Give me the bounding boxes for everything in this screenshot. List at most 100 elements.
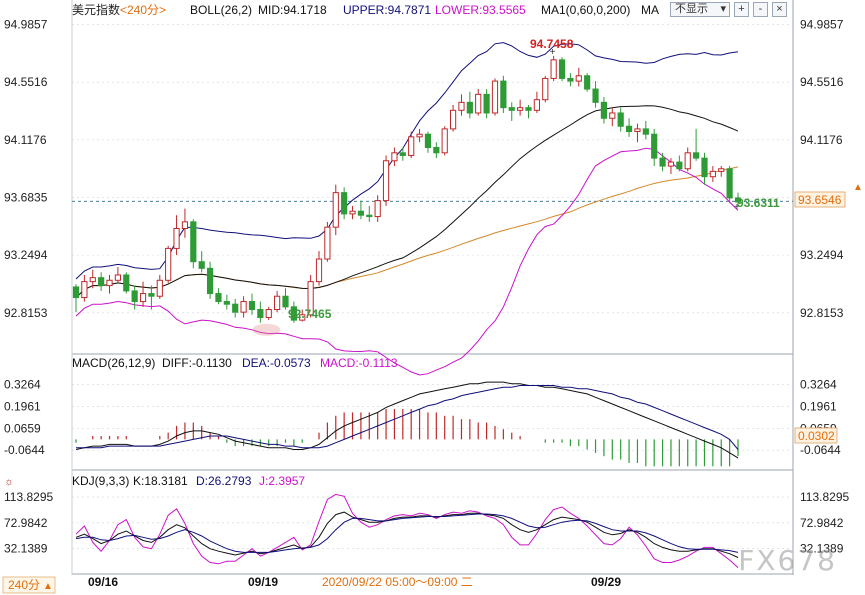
candle <box>416 128 423 143</box>
candle <box>89 269 96 289</box>
candle-body <box>374 200 381 218</box>
diff-line <box>75 381 739 459</box>
zoom-in-button[interactable]: + <box>734 2 749 17</box>
candle-body <box>248 301 256 311</box>
candle <box>466 91 473 119</box>
candle-body <box>123 274 130 292</box>
zoom-out-button[interactable]: - <box>753 2 768 17</box>
candle-body <box>625 125 633 133</box>
candle-body <box>391 152 398 162</box>
candle-body <box>542 77 549 101</box>
period-tag[interactable]: <240分> <box>120 3 166 17</box>
candle <box>709 166 716 183</box>
dea-line <box>76 385 739 450</box>
candle <box>441 126 448 156</box>
price-tick-right: 94.5516 <box>800 75 844 89</box>
macd-tick-right: 0.3264 <box>800 377 837 391</box>
candle-body <box>734 197 742 203</box>
candle <box>324 221 331 262</box>
main-header: 美元指数 <240分> BOLL(26,2) MID:94.1718 UPPER… <box>72 2 659 17</box>
candle <box>148 285 155 310</box>
candle-body <box>89 277 96 283</box>
candle-body <box>550 59 557 79</box>
boll-lower: LOWER:93.5565 <box>435 3 526 17</box>
period-arrow-icon[interactable]: ▲ <box>43 581 53 592</box>
candle <box>206 261 214 299</box>
candle <box>517 99 524 116</box>
candle-body <box>382 160 390 202</box>
candle <box>341 187 348 220</box>
candle <box>282 288 289 310</box>
annotations: 94.7458 92.7465 93.6311 93.6546 ▲ 0.0302 <box>288 37 863 444</box>
period-button[interactable] <box>2 576 56 594</box>
candle <box>399 147 406 161</box>
candle-body <box>449 109 457 130</box>
candle-body <box>726 168 733 199</box>
ma-label: MA1(0,60,0,200) <box>541 3 630 17</box>
candle <box>542 75 549 103</box>
macd-dea: DEA:-0.0573 <box>242 356 311 370</box>
candle <box>676 155 683 172</box>
candle <box>475 89 482 116</box>
kdj-tick-left: 72.9842 <box>4 516 48 530</box>
close-button[interactable]: × <box>772 2 787 17</box>
candle <box>156 274 163 299</box>
price-tick-left: 93.6835 <box>4 190 48 204</box>
candle <box>584 73 591 92</box>
candle <box>374 195 381 222</box>
candle <box>458 94 465 116</box>
last-price-label: 93.6311 <box>737 196 780 210</box>
candle <box>617 107 624 132</box>
candle-body <box>282 295 289 308</box>
kdj-tick-right: 32.1389 <box>800 542 844 556</box>
candle <box>500 75 507 113</box>
candle-body <box>667 161 675 167</box>
price-tag: 93.6546 <box>798 193 842 207</box>
candle-body <box>609 112 616 119</box>
high-label: 94.7458 <box>530 37 574 51</box>
candle <box>609 107 616 127</box>
kdj-tick-left: 113.8295 <box>4 490 53 504</box>
candle-body <box>81 281 88 299</box>
d-line <box>75 513 739 553</box>
price-tick-right: 93.2494 <box>800 248 844 262</box>
candle <box>726 166 733 204</box>
candle <box>123 272 130 294</box>
candle <box>424 131 432 153</box>
candle <box>391 147 398 167</box>
boll-label: BOLL(26,2) <box>190 3 252 17</box>
macd-header: MACD(26,12,9) DIFF:-0.1130 DEA:-0.0573 M… <box>72 356 398 370</box>
j-line <box>75 493 739 568</box>
watermark: FX678 <box>738 544 837 577</box>
candle <box>667 158 675 175</box>
candle-body <box>215 293 222 303</box>
boll-mid-line <box>75 105 739 298</box>
candle <box>181 208 189 238</box>
candle <box>600 97 608 124</box>
candle-body <box>441 128 448 154</box>
candle-body <box>525 107 532 111</box>
candle-body <box>265 309 272 318</box>
candle <box>382 155 390 206</box>
candle-body <box>232 303 239 313</box>
candle <box>98 272 105 291</box>
candle-body <box>139 293 147 303</box>
high-marker-icon: + <box>550 47 556 58</box>
candle-body <box>114 274 121 281</box>
candle <box>449 104 457 132</box>
candle-body <box>206 267 214 295</box>
kdj-d: D:26.2793 <box>196 474 252 488</box>
candle <box>701 152 708 185</box>
display-select[interactable]: 不显示 ▾ <box>670 2 730 17</box>
period-button-label[interactable]: 240分 <box>8 578 40 592</box>
sun-icon[interactable]: ☼ <box>4 476 14 488</box>
candle <box>106 274 113 294</box>
macd-tick-left: 0.3264 <box>4 377 41 391</box>
candle-body <box>165 247 172 281</box>
chevron-down-icon: ▾ <box>720 3 726 15</box>
candle <box>357 200 365 220</box>
candle-body <box>424 133 432 148</box>
candle-body <box>190 221 197 263</box>
candle <box>693 128 700 161</box>
candle-body <box>500 80 507 109</box>
